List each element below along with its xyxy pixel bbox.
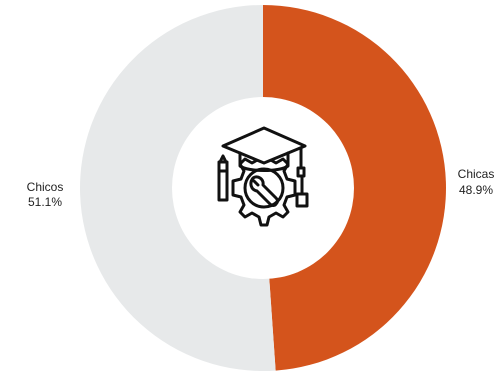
slice-label-chicas-name: Chicas xyxy=(458,167,495,181)
donut-slice-chicas xyxy=(263,5,446,371)
slice-label-chicos-name: Chicos xyxy=(27,180,64,194)
slice-label-chicos-percent: 51.1% xyxy=(28,195,62,209)
graduation-cap-gear-icon xyxy=(217,126,309,227)
slice-label-chicas-percent: 48.9% xyxy=(459,183,493,197)
